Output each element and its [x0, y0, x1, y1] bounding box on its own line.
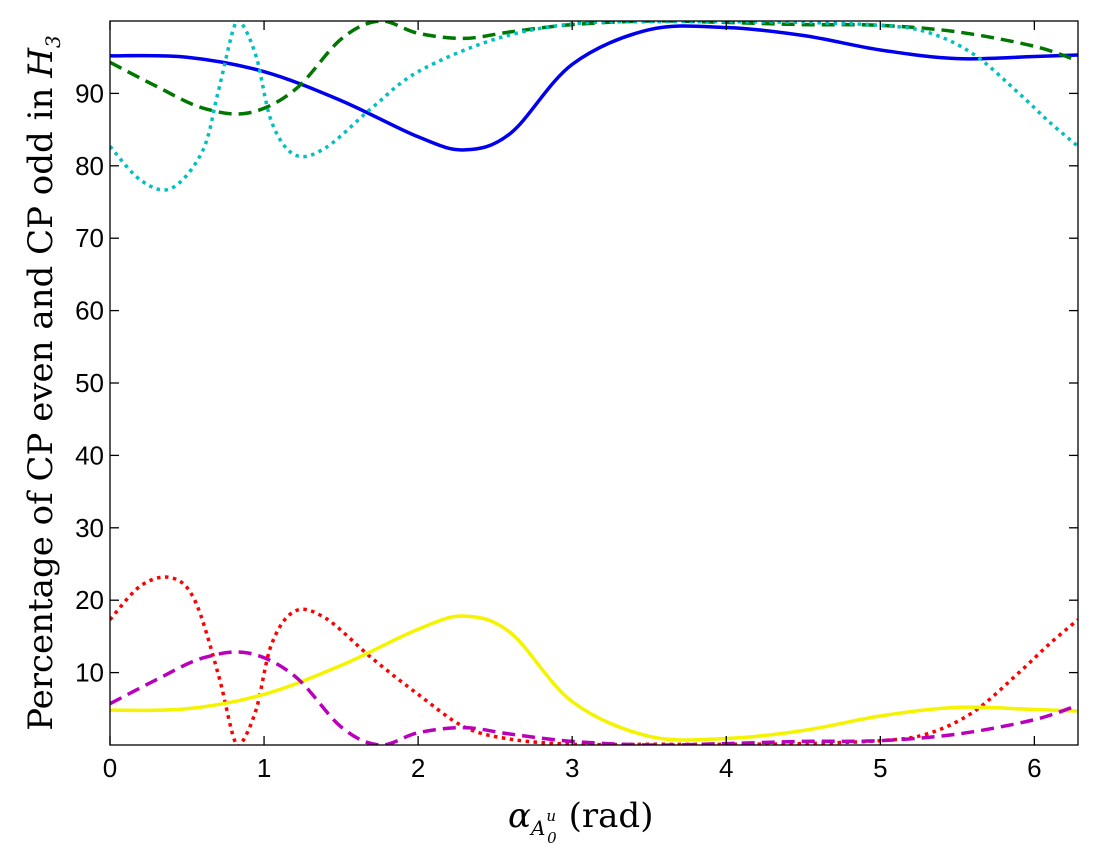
ticks-layer: 0 1 2 3 4 5 6 10 20 30 40 50 60 70 80 90 [75, 21, 1078, 783]
x-tick-label: 1 [257, 753, 271, 783]
series-line-1 [110, 24, 1078, 152]
y-axis-text: Percentage of CP even and CP odd in [21, 88, 61, 731]
y-tick-label: 50 [75, 368, 104, 398]
x-tick-label: 2 [411, 753, 425, 783]
x-axis-label: αAu 0 (rad) [508, 796, 653, 847]
x-tick-label: 4 [719, 753, 733, 783]
y-axis-symbol: H [21, 47, 61, 79]
y-tick-label: 40 [75, 440, 104, 470]
x-axis-symbol: α [508, 796, 531, 836]
y-tick-label: 20 [75, 585, 104, 615]
x-tick-label: 3 [565, 753, 579, 783]
y-tick-label: 70 [75, 223, 104, 253]
x-tick-label: 5 [873, 753, 887, 783]
y-tick-label: 10 [75, 658, 104, 688]
x-tick-label: 0 [103, 753, 117, 783]
y-tick-label: 60 [75, 296, 104, 326]
series-line-5 [110, 614, 1078, 742]
y-tick-label: 90 [75, 78, 104, 108]
x-tick-label: 6 [1027, 753, 1041, 783]
y-tick-label: 30 [75, 513, 104, 543]
y-tick-label: 80 [75, 151, 104, 181]
x-axis-symbol-subsub: 0 [547, 829, 557, 847]
x-axis-symbol-subsup: u [546, 807, 556, 825]
y-axis-symbol-sub: 3 [41, 35, 65, 48]
x-axis-unit: (rad) [569, 796, 654, 836]
series-line-6 [110, 650, 1078, 745]
series-layer [110, 21, 1078, 745]
x-axis-symbol-sub: A [529, 816, 545, 840]
y-axis-label: Percentage of CP even and CP odd in H3 [21, 35, 65, 731]
series-line-4 [110, 575, 1078, 745]
